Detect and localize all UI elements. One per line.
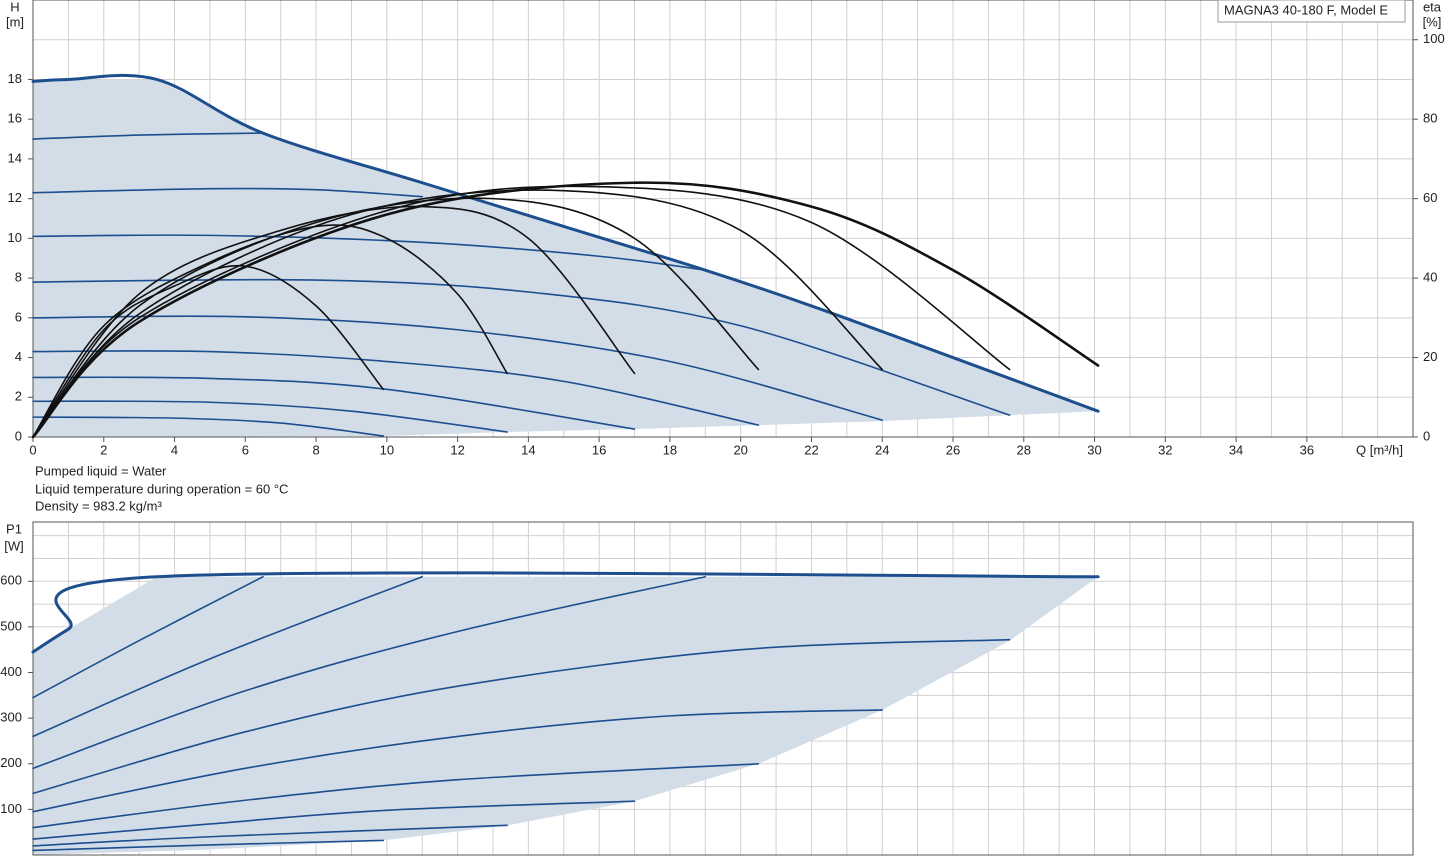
y2-tick-label: 20 [1423, 349, 1437, 364]
y2-tick-label: 80 [1423, 111, 1437, 126]
title-box [1217, 0, 1406, 23]
x-tick-label: 24 [875, 442, 889, 457]
x-tick-label: 26 [946, 442, 960, 457]
curve [32, 315, 884, 421]
y-tick-label: 10 [8, 230, 22, 245]
curve [31, 571, 1100, 654]
y-tick-label: 100 [0, 801, 22, 816]
y-tick-label: 18 [8, 71, 22, 86]
y-axis-unit: [W] [4, 538, 24, 553]
plot-frame [32, 521, 1414, 856]
x-tick-label: 22 [804, 442, 818, 457]
y-tick-label: 200 [0, 755, 22, 770]
curve [32, 376, 636, 430]
y2-tick-label: 60 [1423, 190, 1437, 205]
operating-area [33, 576, 1099, 855]
curve [32, 185, 1011, 438]
x-tick-label: 12 [450, 442, 464, 457]
y2-axis-label: eta [1423, 0, 1442, 14]
y-tick-label: 400 [0, 664, 22, 679]
curve [32, 132, 264, 140]
y-axis-label: H [10, 0, 19, 14]
x-tick-label: 28 [1017, 442, 1031, 457]
curve [32, 400, 508, 433]
x-tick-label: 32 [1158, 442, 1172, 457]
curve [32, 416, 385, 437]
y-tick-label: 2 [15, 389, 22, 404]
x-axis-label: Q [m³/h] [1356, 442, 1403, 457]
y-tick-label: 4 [15, 349, 22, 364]
x-tick-label: 16 [592, 442, 606, 457]
curve [31, 181, 1100, 439]
y2-tick-label: 100 [1423, 31, 1445, 46]
curve [32, 575, 424, 738]
y-tick-label: 16 [8, 111, 22, 126]
y-tick-label: 500 [0, 618, 22, 633]
y-tick-label: 14 [8, 150, 22, 165]
curve [32, 187, 424, 198]
y-axis-label: P1 [6, 521, 22, 536]
y-tick-label: 6 [15, 309, 22, 324]
curve [32, 575, 707, 770]
x-tick-label: 10 [380, 442, 394, 457]
note: Pumped liquid = Water [35, 463, 167, 478]
plot-frame [32, 0, 1414, 438]
y2-tick-label: 0 [1423, 428, 1430, 443]
x-tick-label: 2 [100, 442, 107, 457]
x-tick-label: 36 [1300, 442, 1314, 457]
x-tick-label: 0 [29, 442, 36, 457]
curve [32, 762, 760, 829]
x-tick-label: 14 [521, 442, 535, 457]
x-tick-label: 34 [1229, 442, 1243, 457]
y-tick-label: 12 [8, 190, 22, 205]
curve [32, 839, 385, 852]
x-tick-label: 18 [663, 442, 677, 457]
curve [32, 638, 1011, 795]
y-tick-label: 300 [0, 710, 22, 725]
x-tick-label: 6 [242, 442, 249, 457]
operating-area [33, 79, 1099, 438]
curve [32, 709, 884, 813]
y-tick-label: 8 [15, 270, 22, 285]
curve [32, 350, 760, 426]
y-axis-unit: [m] [6, 14, 24, 29]
curve [32, 264, 385, 438]
chart-title: MAGNA3 40-180 F, Model E [1224, 2, 1388, 17]
x-tick-label: 20 [733, 442, 747, 457]
x-tick-label: 30 [1087, 442, 1101, 457]
curve [31, 73, 1100, 413]
y-tick-label: 0 [15, 428, 22, 443]
curve [32, 800, 636, 840]
y2-tick-label: 40 [1423, 270, 1437, 285]
x-tick-label: 4 [171, 442, 178, 457]
y-tick-label: 600 [0, 573, 22, 588]
curve [32, 234, 707, 271]
note: Liquid temperature during operation = 60… [35, 481, 288, 496]
x-tick-label: 8 [312, 442, 319, 457]
curve [32, 824, 508, 847]
curve [32, 224, 508, 438]
curve [32, 575, 264, 699]
note: Density = 983.2 kg/m³ [35, 498, 162, 513]
y2-axis-unit: [%] [1423, 14, 1442, 29]
